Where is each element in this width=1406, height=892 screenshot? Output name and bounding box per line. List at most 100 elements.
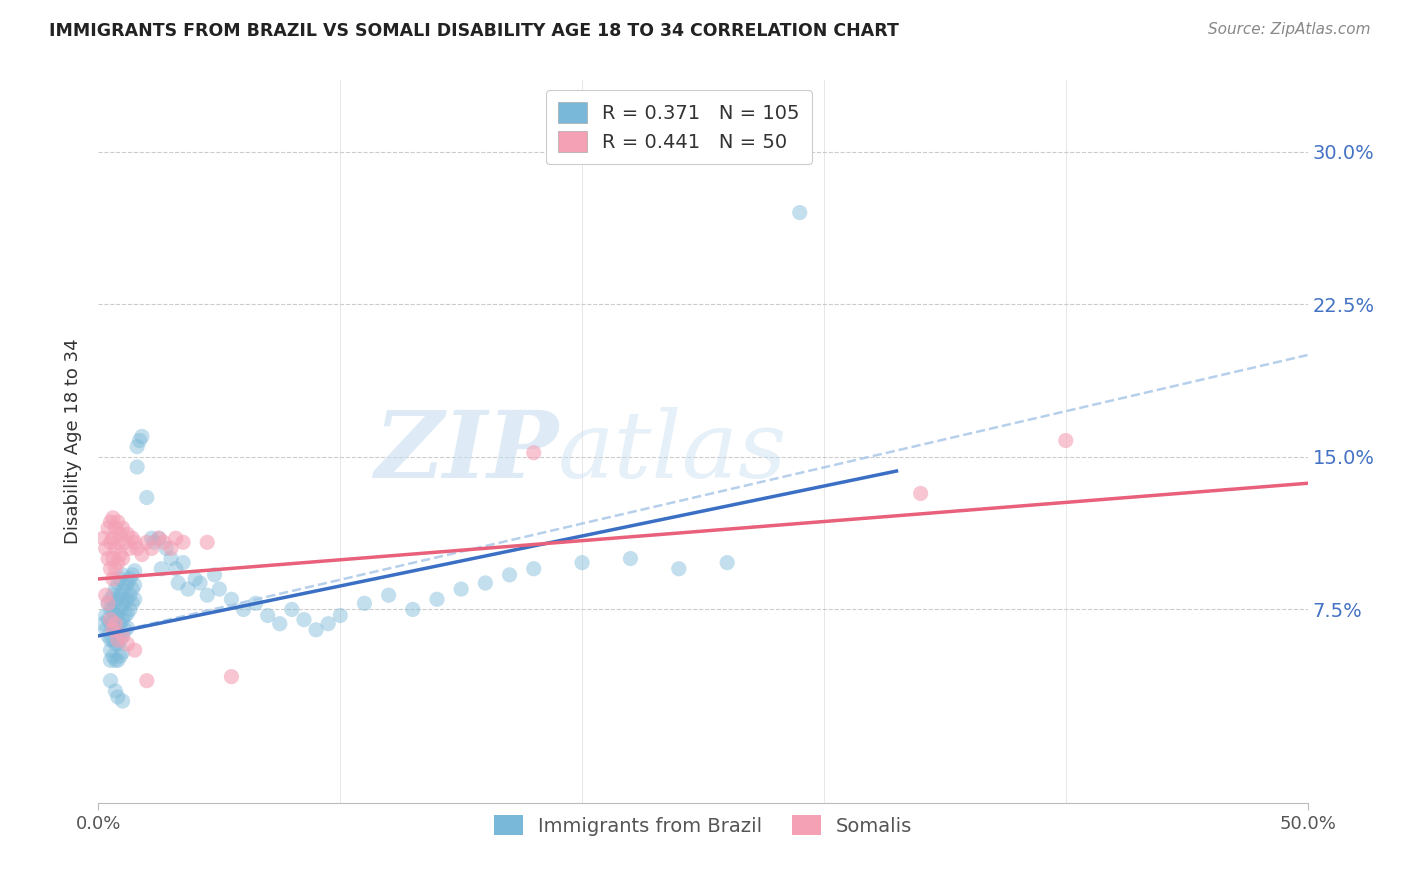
Point (114, 580, 136, 594)
Point (100, 632, 122, 647)
Text: Source: ZipAtlas.com: Source: ZipAtlas.com (1208, 22, 1371, 37)
Point (118, 602, 141, 616)
Point (281, 602, 304, 616)
Point (107, 608, 129, 623)
Point (94, 608, 117, 623)
Point (117, 592, 139, 607)
Point (256, 608, 278, 623)
Point (121, 582, 143, 596)
Point (523, 562, 546, 576)
Point (107, 637, 129, 651)
Point (97, 596, 120, 610)
Point (152, 535, 174, 549)
Point (104, 623, 127, 637)
Point (121, 567, 143, 582)
Point (135, 673, 157, 688)
Point (107, 653, 129, 667)
Point (172, 556, 194, 570)
Point (523, 446, 546, 460)
Point (100, 562, 122, 576)
Point (104, 541, 127, 556)
Point (94, 588, 117, 602)
Point (104, 653, 127, 667)
Text: ZIP: ZIP (374, 408, 558, 498)
Point (221, 592, 243, 607)
Point (101, 588, 124, 602)
Point (148, 531, 170, 545)
Point (571, 556, 593, 570)
Point (100, 643, 122, 657)
Point (118, 572, 141, 586)
Point (305, 623, 328, 637)
Point (117, 527, 139, 541)
Text: IMMIGRANTS FROM BRAZIL VS SOMALI DISABILITY AGE 18 TO 34 CORRELATION CHART: IMMIGRANTS FROM BRAZIL VS SOMALI DISABIL… (49, 22, 898, 40)
Point (172, 535, 194, 549)
Point (292, 613, 315, 627)
Point (100, 515, 122, 529)
Point (111, 567, 134, 582)
Point (124, 592, 146, 607)
Point (165, 562, 187, 576)
Point (101, 623, 124, 637)
Point (100, 592, 122, 607)
Point (101, 531, 124, 545)
Point (117, 576, 139, 591)
Point (450, 582, 472, 596)
Point (204, 567, 226, 582)
Point (101, 551, 124, 566)
Point (127, 440, 149, 454)
Point (104, 521, 127, 535)
Point (97, 613, 120, 627)
Point (100, 653, 122, 667)
Point (107, 623, 129, 637)
Point (97, 521, 120, 535)
Point (160, 541, 183, 556)
Text: atlas: atlas (558, 408, 787, 498)
Point (245, 596, 267, 610)
Point (107, 592, 129, 607)
Point (108, 548, 131, 562)
Point (101, 511, 124, 525)
Point (111, 613, 134, 627)
Point (114, 535, 136, 549)
Point (100, 673, 122, 688)
Point (104, 562, 127, 576)
Point (208, 582, 231, 596)
Point (97, 551, 120, 566)
Point (104, 684, 127, 698)
Point (167, 576, 190, 591)
Point (100, 613, 122, 627)
Point (128, 434, 150, 448)
Point (111, 629, 134, 643)
Point (101, 632, 124, 647)
Point (108, 572, 131, 586)
Point (108, 616, 131, 631)
Point (377, 588, 399, 602)
Point (108, 527, 131, 541)
Point (1054, 434, 1077, 448)
Point (619, 551, 641, 566)
Point (111, 551, 134, 566)
Point (117, 637, 139, 651)
Point (104, 608, 127, 623)
Point (117, 607, 139, 621)
Point (91, 531, 114, 545)
Point (131, 429, 153, 443)
Point (221, 670, 243, 684)
Point (94, 623, 117, 637)
Point (121, 596, 143, 610)
Point (94, 541, 117, 556)
Point (97, 596, 120, 610)
Y-axis label: Disability Age 18 to 34: Disability Age 18 to 34 (63, 339, 82, 544)
Point (329, 608, 352, 623)
Point (668, 562, 690, 576)
Point (188, 576, 211, 591)
Point (910, 486, 932, 500)
Point (108, 588, 131, 602)
Point (101, 602, 124, 616)
Point (426, 592, 449, 607)
Point (104, 616, 127, 631)
Point (135, 535, 157, 549)
Point (160, 551, 183, 566)
Point (117, 621, 139, 635)
